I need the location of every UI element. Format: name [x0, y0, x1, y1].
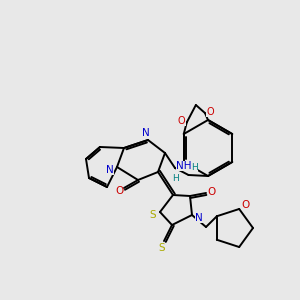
Text: H: H	[172, 174, 179, 183]
Text: O: O	[241, 200, 249, 210]
Text: O: O	[115, 186, 123, 196]
Text: S: S	[150, 210, 156, 220]
Text: N: N	[195, 213, 203, 223]
Text: H: H	[192, 163, 198, 172]
Text: N: N	[106, 165, 114, 175]
Text: S: S	[159, 243, 165, 253]
Text: NH: NH	[176, 161, 192, 171]
Text: O: O	[178, 116, 186, 126]
Text: N: N	[142, 128, 150, 138]
Text: O: O	[206, 107, 214, 117]
Text: O: O	[208, 187, 216, 197]
